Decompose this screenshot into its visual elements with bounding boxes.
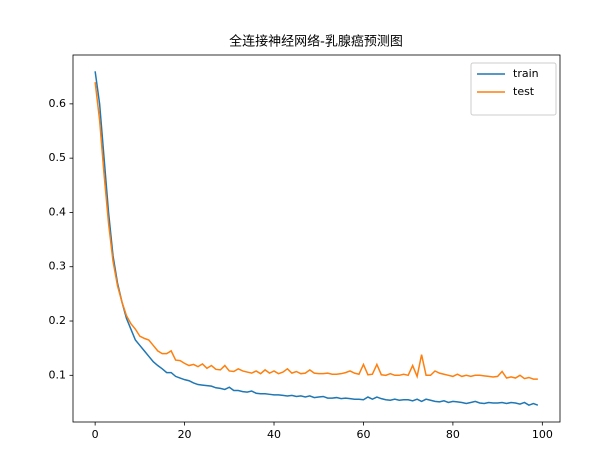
- x-tick-label: 40: [267, 428, 281, 441]
- y-tick-label: 0.2: [49, 314, 67, 327]
- y-tick-label: 0.1: [49, 368, 67, 381]
- y-tick-label: 0.3: [49, 260, 67, 273]
- x-tick-label: 20: [178, 428, 192, 441]
- y-tick-label: 0.4: [49, 205, 67, 218]
- legend-label: test: [513, 85, 535, 98]
- chart-title: 全连接神经网络-乳腺癌预测图: [229, 34, 403, 50]
- legend-box: [470, 62, 557, 116]
- series-line: [94, 82, 538, 380]
- y-tick-label: 0.5: [49, 151, 67, 164]
- y-tick-label: 0.6: [49, 97, 67, 110]
- x-tick-label: 100: [532, 428, 553, 441]
- x-tick-label: 80: [446, 428, 460, 441]
- legend-label: train: [513, 67, 539, 80]
- plot-frame: [72, 54, 561, 423]
- series-line: [94, 71, 539, 406]
- x-tick-label: 0: [92, 428, 99, 441]
- x-tick-label: 60: [356, 428, 370, 441]
